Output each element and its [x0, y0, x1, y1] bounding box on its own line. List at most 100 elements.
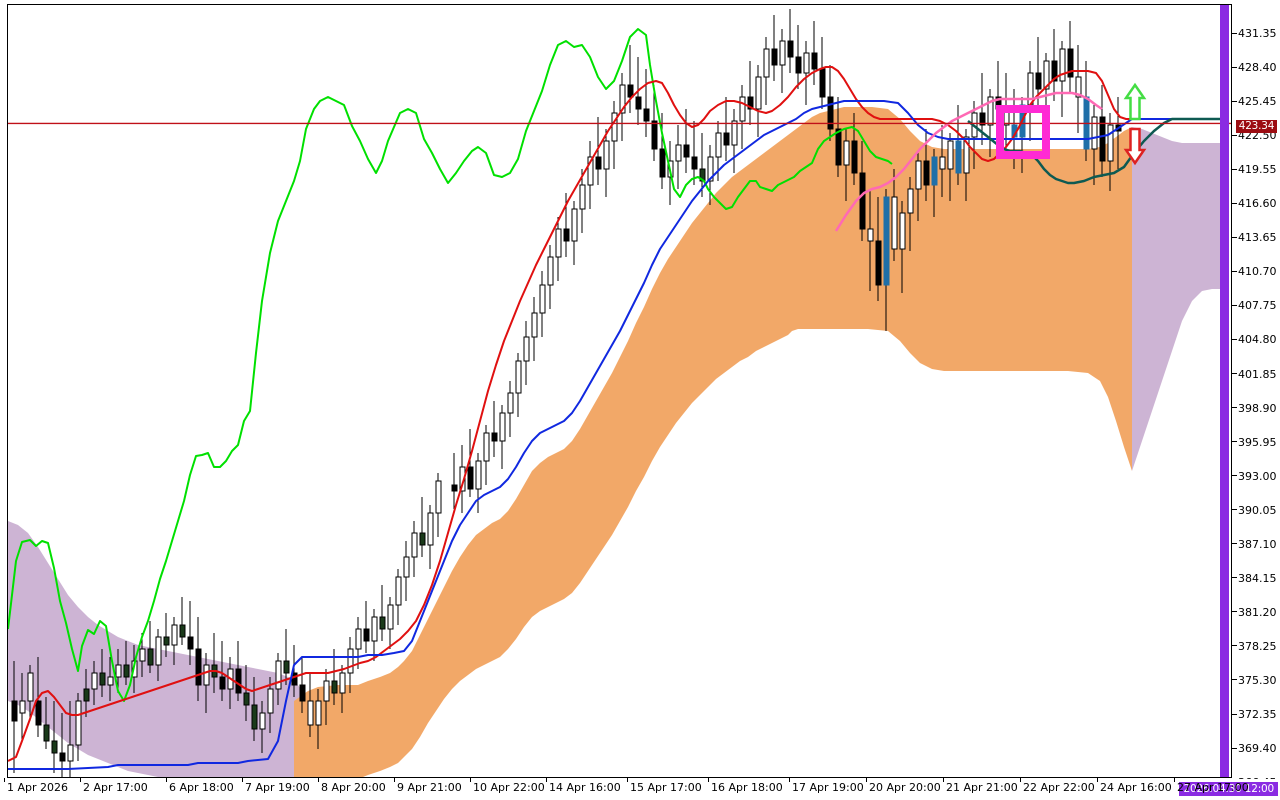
candle-body [107, 676, 114, 686]
tick-mark-icon [866, 778, 867, 782]
candle-body [35, 700, 42, 726]
candle-body [1091, 116, 1098, 150]
tick-mark-icon [627, 778, 628, 782]
candle-body [483, 432, 490, 462]
candle-body [507, 392, 514, 414]
arrow-up-shape [1123, 82, 1147, 121]
candle-body [275, 660, 282, 690]
candle-body [587, 156, 594, 186]
tick-mark-icon [1232, 441, 1237, 443]
candle-body [595, 156, 602, 170]
price-tick: 375.30 [1232, 675, 1277, 686]
time-tick: 20 Apr 20:00 [866, 778, 941, 794]
candle-body [715, 132, 722, 158]
candle-body [427, 512, 434, 546]
price-axis[interactable]: 431.35 428.40 425.45 422.50 419.55 416.60 413.… [1232, 4, 1280, 788]
tick-mark-icon [1097, 778, 1098, 782]
tick-mark-icon [943, 778, 944, 782]
price-tick-label: 401.85 [1238, 367, 1277, 381]
time-tick: 10 Apr 22:00 [470, 778, 545, 794]
candle-body [499, 412, 506, 442]
candle-body [403, 556, 410, 578]
candle-body [435, 480, 442, 514]
candle-body [1067, 48, 1074, 78]
candle-body [163, 636, 170, 646]
time-tick-label: 14 Apr 16:00 [549, 781, 621, 794]
chart-plot-area[interactable] [8, 5, 1231, 777]
price-tick: 372.35 [1232, 709, 1277, 720]
candle-body [1059, 48, 1066, 82]
price-tick-label: 431.35 [1238, 27, 1277, 40]
time-tick: 22 Apr 22:00 [1020, 778, 1095, 794]
candle-body [75, 700, 82, 746]
tick-mark-icon [1232, 168, 1237, 170]
tick-mark-icon [166, 778, 167, 782]
candle-body [643, 108, 650, 122]
candle-body [531, 312, 538, 338]
candle-body [731, 120, 738, 146]
price-tick: 419.55 [1232, 164, 1277, 175]
candle-body [323, 680, 330, 702]
candle-body [315, 700, 322, 726]
time-tick: 14 Apr 16:00 [546, 778, 621, 794]
time-tick-label: 2 Apr 17:00 [83, 781, 148, 794]
price-tick-label: 407.75 [1238, 299, 1277, 313]
time-tick-label: 6 Apr 18:00 [169, 781, 234, 794]
price-tick: 387.10 [1232, 539, 1277, 550]
candle-body [723, 132, 730, 146]
time-tick-label: 10 Apr 22:00 [473, 781, 545, 794]
candle-body [867, 228, 874, 242]
candle-body [219, 676, 226, 690]
candle-body [651, 120, 658, 150]
candle-body [339, 672, 346, 694]
tick-mark-icon [708, 778, 709, 782]
arrow-down-icon[interactable] [1123, 127, 1147, 166]
candle-body [251, 704, 258, 730]
candle-body [843, 140, 850, 166]
candle-body [979, 112, 986, 126]
candle-body [419, 532, 426, 546]
price-tick-label: 375.30 [1238, 673, 1277, 687]
cursor-time-badge: 2026.04.30 12:00 [1179, 782, 1278, 796]
price-tick: 381.20 [1232, 607, 1277, 618]
price-tick-label: 372.35 [1238, 708, 1277, 721]
time-tick: 2 Apr 17:00 [80, 778, 148, 794]
candle-body [187, 636, 194, 650]
tick-mark-icon [1232, 202, 1237, 204]
tick-mark-icon [394, 778, 395, 782]
candle-body [243, 692, 250, 706]
price-tick: 378.25 [1232, 641, 1277, 652]
candle-body [691, 156, 698, 170]
candle-body [779, 40, 786, 66]
candle-body [379, 616, 386, 630]
arrow-up-icon[interactable] [1123, 82, 1147, 121]
price-tick-label: 404.80 [1238, 333, 1277, 347]
candle-body [515, 360, 522, 394]
viewport-scrollbar[interactable] [1220, 5, 1229, 777]
candle-body [987, 96, 994, 126]
time-tick: 16 Apr 18:00 [708, 778, 783, 794]
candle-body [795, 56, 802, 74]
candle-body [835, 128, 842, 166]
time-tick: 7 Apr 19:00 [242, 778, 310, 794]
tick-mark-icon [1232, 338, 1237, 340]
tick-mark-icon [1232, 270, 1237, 272]
candle-body [907, 188, 914, 214]
selection-rectangle[interactable] [996, 105, 1050, 159]
tick-mark-icon [1232, 475, 1237, 477]
price-tick: 384.15 [1232, 573, 1277, 584]
candle-body [747, 96, 754, 110]
time-axis[interactable]: 2026.04.30 12:00 1 Apr 2026 2 Apr 17:00 6 … [0, 778, 1280, 800]
tick-mark-icon [318, 778, 319, 782]
candle-body [147, 648, 154, 666]
candle-body [547, 256, 554, 286]
price-tick-label: 419.55 [1238, 163, 1277, 177]
candle-body [947, 140, 954, 170]
price-tick: 410.70 [1232, 266, 1277, 277]
candle-body [139, 648, 146, 662]
tick-mark-icon [1232, 645, 1237, 647]
candle-body [619, 84, 626, 114]
time-tick-label: 22 Apr 22:00 [1023, 781, 1095, 794]
tick-mark-icon [1232, 747, 1237, 749]
